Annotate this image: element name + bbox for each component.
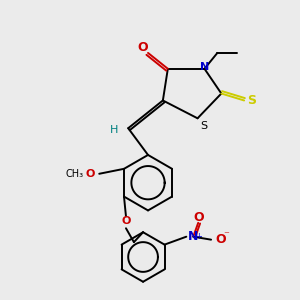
Text: CH₃: CH₃ — [65, 169, 83, 179]
Text: S: S — [248, 94, 256, 107]
Text: O: O — [138, 41, 148, 55]
Text: N: N — [200, 62, 209, 72]
Text: O: O — [86, 169, 95, 179]
Text: +: + — [195, 232, 202, 241]
Text: O: O — [121, 216, 131, 226]
Text: O: O — [215, 233, 226, 246]
Text: O: O — [193, 212, 203, 224]
Text: H: H — [110, 125, 118, 135]
Text: ⁻: ⁻ — [223, 231, 229, 241]
Text: S: S — [200, 121, 208, 131]
Text: N: N — [188, 230, 199, 243]
